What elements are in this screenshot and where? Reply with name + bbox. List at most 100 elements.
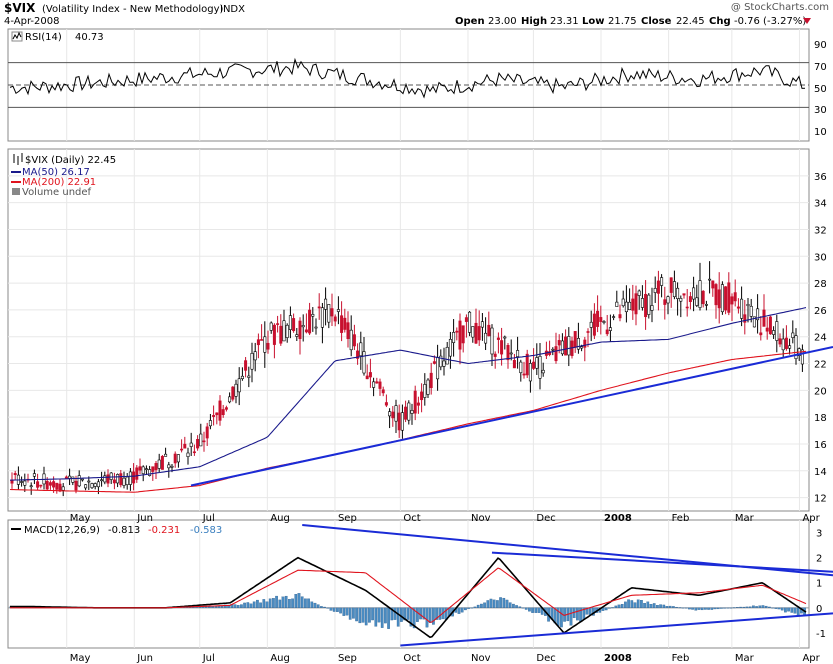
macd-histogram-bar [675, 606, 678, 608]
candle-body [320, 307, 324, 328]
low-value: 21.75 [608, 16, 637, 27]
macd-histogram-bar [790, 607, 794, 613]
candle-body [580, 346, 584, 349]
macd-histogram-bar [659, 604, 662, 608]
candle-body [32, 473, 36, 477]
candle-body [714, 284, 718, 306]
candle-body [314, 326, 318, 329]
candle-body [368, 372, 372, 378]
candle-body [461, 325, 465, 344]
macd-legend-label: MACD(12,26,9) [24, 525, 100, 536]
macd-histogram-bar [588, 607, 592, 615]
candle-body [765, 327, 769, 332]
candle-body [781, 338, 785, 351]
x-axis-middle: May Jun Jul Aug Sep Oct Nov Dec 2008 Feb Mar Apr [70, 513, 821, 524]
candle-body [218, 400, 222, 421]
macd-histogram-bar [291, 598, 294, 608]
macd-trendline [491, 551, 833, 573]
macd-histogram-bar [425, 607, 429, 628]
candle-body [503, 336, 507, 339]
price-axis: 36 34 32 30 28 26 24 22 20 18 16 14 12 [814, 172, 827, 505]
candle-body [618, 314, 622, 319]
macd-histogram-bar [726, 607, 730, 609]
price-legend: $VIX (Daily) 22.45 MA(50) 26.17 MA(200) … [11, 153, 116, 198]
macd-histogram-bar [211, 606, 214, 608]
candle-body [432, 361, 436, 364]
candle-body [244, 360, 248, 371]
macd-histogram-bar [220, 605, 224, 608]
candle-body [423, 384, 427, 398]
candle-body [541, 369, 545, 374]
close-value: 22.45 [676, 16, 705, 27]
candle-body [426, 379, 430, 395]
candle-body [442, 360, 446, 367]
macd-histogram-bar [627, 599, 630, 608]
candle-body [74, 480, 78, 491]
candle-body [788, 345, 792, 349]
candle-body [199, 433, 203, 447]
x-tick-label: Aug [270, 513, 290, 524]
rsi-legend: RSI(14) 40.73 [11, 31, 104, 43]
macd-histogram-bar [348, 607, 352, 620]
macd-histogram-bar [736, 607, 739, 608]
candle-body [346, 322, 350, 340]
candle-body [375, 381, 379, 384]
macd-histogram-bar [665, 606, 669, 608]
macd-signal-line [10, 567, 807, 623]
candle-body [532, 361, 536, 369]
macd-histogram-bar [278, 599, 282, 608]
x-tick-label: Sep [338, 653, 357, 664]
macd-histogram-bar [297, 593, 301, 608]
tick-label: 14 [814, 467, 827, 478]
candle-body [224, 407, 228, 410]
macd-histogram-bar [678, 607, 682, 609]
macd-histogram-bar [361, 607, 365, 623]
candle-body [298, 320, 302, 340]
macd-histogram-bar [496, 600, 499, 608]
macd-histogram-bar [672, 606, 675, 608]
candle-body [468, 311, 472, 333]
candle-body [429, 372, 433, 388]
candle-body [362, 351, 366, 374]
candle-body [157, 459, 161, 469]
macd-histogram-bar [464, 607, 467, 611]
macd-histogram-bar [716, 607, 720, 610]
macd-histogram-bar [784, 607, 787, 613]
candle-body [160, 456, 164, 470]
macd-histogram-bar [249, 603, 253, 608]
candle-body [400, 412, 404, 431]
macd-histogram-bar [793, 607, 797, 614]
macd-histogram-bar [758, 605, 762, 608]
macd-histogram-bar [528, 607, 531, 612]
macd-histogram-bar [720, 607, 723, 609]
candle-body [112, 479, 116, 484]
candle-body [743, 314, 747, 323]
candle-body [164, 453, 168, 457]
x-tick-label: Nov [471, 653, 491, 664]
candle-body [269, 322, 273, 331]
candle-body [778, 338, 782, 345]
candle-body [288, 315, 292, 330]
x-tick-label: Jun [136, 653, 153, 664]
macd-histogram-bar [524, 607, 528, 610]
candle-body [768, 316, 772, 335]
candle-body [720, 284, 724, 313]
candle-body [608, 327, 612, 331]
candle-body [263, 336, 267, 353]
chart-header: $VIX (Volatility Index - New Methodology… [4, 1, 829, 27]
tick-label: 32 [814, 225, 827, 236]
candle-body [333, 316, 337, 322]
candle-body [80, 478, 84, 481]
candle-body [260, 339, 264, 341]
candle-body [330, 308, 334, 317]
candle-body [407, 402, 411, 421]
macd-histogram-bar [502, 597, 506, 608]
candle-body [682, 293, 686, 296]
candle-body [746, 303, 750, 307]
macd-histogram-bar [380, 607, 384, 628]
macd-histogram-bar [339, 607, 342, 614]
watermark: @ StockCharts.com [731, 2, 829, 13]
chg-label: Chg [709, 16, 731, 27]
macd-histogram-bar [668, 605, 672, 608]
macd-histogram-bar [576, 607, 579, 621]
